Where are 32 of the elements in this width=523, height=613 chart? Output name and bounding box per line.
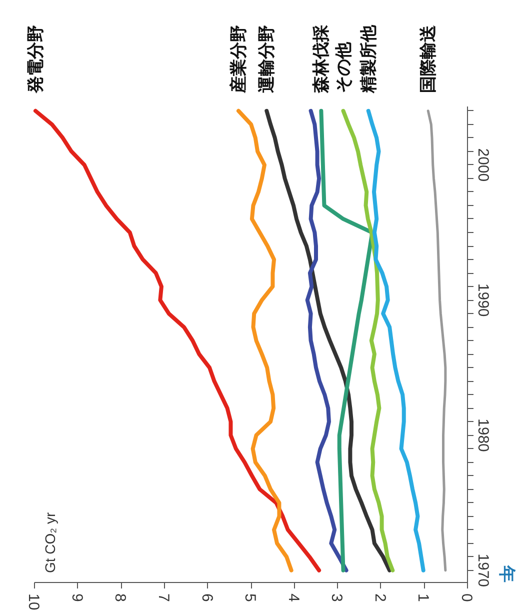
- line-series: [319, 108, 374, 572]
- x-tick-label: 8: [112, 594, 129, 602]
- text: 精製所他: [358, 24, 378, 94]
- text: 産業分野: [229, 25, 248, 94]
- x-tick-label: 6: [198, 594, 216, 602]
- y-tick-label: 2000: [474, 148, 492, 182]
- text: 運輸分野: [257, 25, 276, 94]
- y-tick-label: 1990: [474, 283, 492, 317]
- x-tick-label: 4: [284, 594, 302, 602]
- line-series: [34, 108, 322, 572]
- line-series: [236, 108, 294, 572]
- x-tick-label: 3: [328, 594, 346, 602]
- x-tick-label: 2: [371, 594, 388, 602]
- text: 森林伐採: [312, 24, 331, 94]
- x-tick-label: 1: [414, 594, 432, 602]
- y-tick-label: 1970: [474, 554, 492, 588]
- line-series: [426, 110, 447, 572]
- line-series: [366, 108, 426, 572]
- line-series: [341, 108, 395, 572]
- y-tick-label: 1980: [474, 418, 492, 452]
- y-axis-title: 年: [498, 564, 516, 582]
- text: 発電分野: [26, 25, 45, 94]
- x-tick-label: 10: [25, 594, 42, 610]
- x-tick-label: 9: [68, 594, 86, 602]
- line-series: [264, 108, 392, 572]
- text: 国際輸送: [418, 25, 438, 94]
- text: その他: [334, 41, 353, 94]
- annotation: Gt CO₂ yr: [42, 512, 58, 573]
- x-tick-label: 5: [242, 594, 259, 602]
- x-tick-label: 0: [458, 594, 475, 602]
- line-series: [305, 108, 348, 572]
- x-tick-label: 7: [154, 594, 172, 602]
